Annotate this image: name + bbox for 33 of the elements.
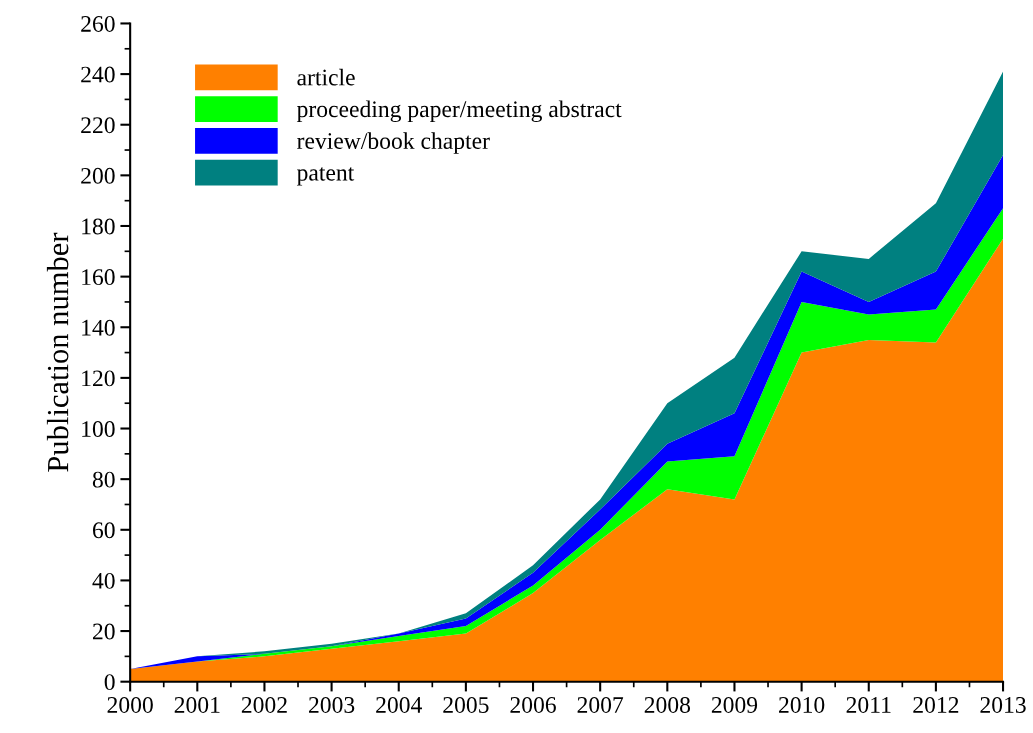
- x-tick-label: 2001: [174, 696, 220, 713]
- x-tick-label: 2013: [980, 696, 1026, 713]
- x-tick-label: 2012: [913, 696, 959, 713]
- x-tick-label: 2008: [644, 696, 691, 713]
- y-tick-label: 160: [82, 269, 115, 286]
- x-tick-label: 2005: [443, 696, 489, 713]
- y-tick-label: 20: [93, 623, 115, 640]
- x-tick-label: 2000: [107, 696, 153, 713]
- legend-label: article: [297, 68, 355, 86]
- y-tick-label: 40: [92, 572, 115, 589]
- legend-label: review/book chapter: [297, 132, 490, 154]
- x-tick-label: 2003: [309, 696, 355, 713]
- y-tick-label: 240: [81, 66, 115, 83]
- y-axis-title: Publication number: [46, 232, 69, 472]
- legend-label: patent: [296, 167, 355, 186]
- legend-label: proceeding paper/meeting abstract: [296, 100, 622, 123]
- y-tick-label: 120: [82, 370, 115, 387]
- y-tick-label: 220: [81, 117, 115, 134]
- x-tick-label: 2004: [376, 696, 422, 713]
- y-tick-label: 60: [92, 522, 115, 539]
- y-tick-label: 180: [82, 218, 115, 235]
- y-tick-label: 80: [92, 471, 115, 488]
- y-tick-label: 140: [82, 319, 115, 336]
- x-tick-label: 2009: [711, 696, 758, 713]
- y-tick-label: 0: [104, 674, 115, 691]
- x-tick-label: 2002: [241, 696, 287, 713]
- y-tick-label: 100: [82, 421, 115, 437]
- x-tick-label: 2006: [510, 696, 556, 713]
- y-tick-label: 260: [81, 15, 115, 32]
- x-tick-label: 2011: [846, 696, 891, 713]
- y-tick-label: 200: [81, 167, 115, 184]
- x-tick-label: 2010: [779, 696, 825, 713]
- x-tick-label: 2007: [577, 696, 624, 713]
